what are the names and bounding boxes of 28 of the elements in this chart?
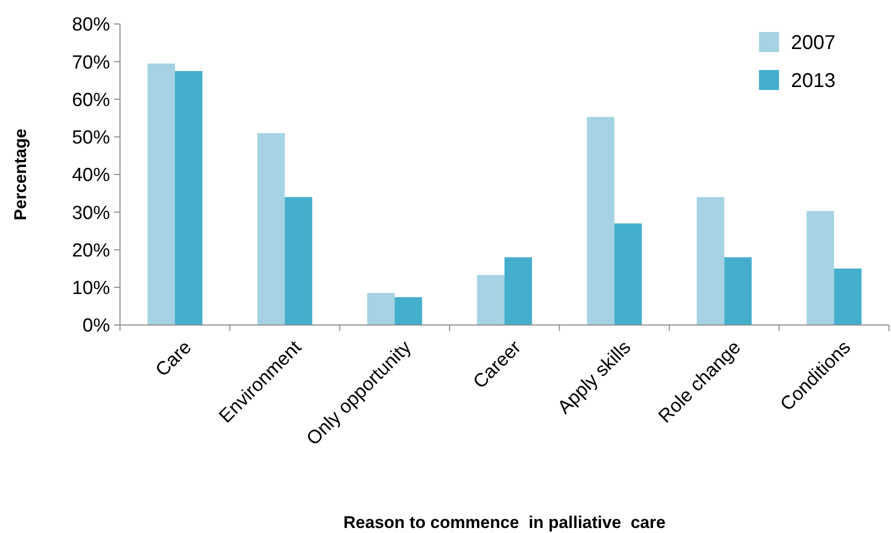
bar	[257, 133, 285, 325]
y-axis-title: Percentage	[11, 128, 30, 220]
y-tick-label: 70%	[72, 52, 110, 74]
bar	[394, 297, 422, 325]
y-tick-label: 80%	[72, 14, 110, 36]
y-tick-label: 60%	[72, 90, 110, 111]
bar	[284, 197, 312, 325]
y-tick-label: 50%	[72, 128, 110, 149]
bar	[147, 64, 175, 325]
bar	[614, 223, 642, 325]
x-tick-label: Care	[152, 337, 196, 382]
y-tick-label: 20%	[72, 240, 110, 262]
bar	[367, 293, 395, 325]
bar	[834, 268, 862, 325]
legend-label: 2007	[791, 32, 836, 54]
bar	[174, 71, 202, 325]
y-tick-label: 40%	[72, 165, 110, 186]
x-axis-title: Reason to commence in palliative care	[343, 513, 666, 532]
legend-label: 2013	[791, 70, 836, 92]
bar	[586, 116, 614, 325]
bar	[477, 274, 504, 325]
y-tick-label: 10%	[72, 278, 110, 300]
bar	[696, 197, 724, 325]
bar	[724, 257, 752, 325]
bar	[504, 257, 532, 325]
y-tick-label: 30%	[72, 202, 110, 224]
bar	[806, 210, 834, 325]
y-tick-label: 0%	[82, 316, 110, 337]
